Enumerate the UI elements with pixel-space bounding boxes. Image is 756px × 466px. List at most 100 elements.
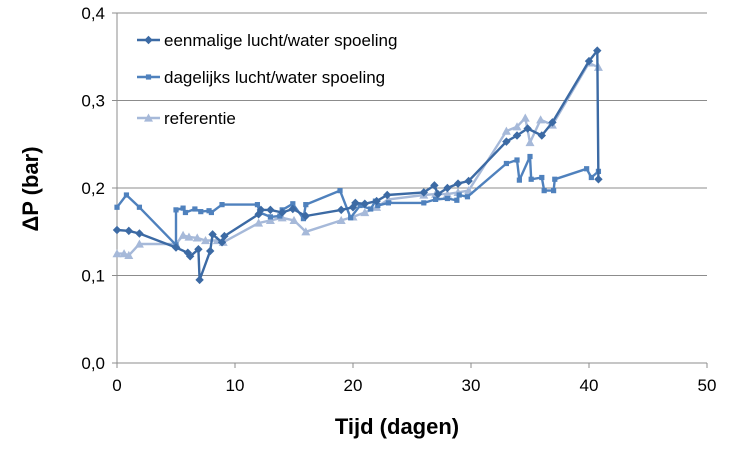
data-point [357, 202, 363, 209]
data-point [421, 200, 427, 206]
data-point [265, 215, 275, 224]
legend-marker [144, 35, 153, 45]
data-point [453, 179, 463, 188]
y-axis-title: ΔP (bar) [18, 146, 43, 231]
data-point [254, 202, 261, 208]
data-point [337, 205, 346, 215]
data-point [180, 205, 186, 211]
x-axis-title: Tijd (dagen) [335, 414, 459, 439]
data-point [220, 231, 229, 241]
data-point [301, 211, 310, 221]
data-point [351, 198, 360, 208]
data-point [433, 196, 439, 202]
x-tick-label: 40 [580, 376, 599, 395]
data-point [433, 189, 443, 199]
data-point [123, 192, 130, 198]
data-point [217, 238, 227, 247]
data-point [300, 216, 307, 222]
data-point [290, 201, 296, 207]
data-point [456, 192, 462, 198]
legend-label: dagelijks lucht/water spoeling [164, 68, 385, 87]
data-point [512, 131, 522, 140]
data-point [368, 206, 374, 212]
data-point [528, 176, 534, 182]
data-point [419, 188, 428, 197]
data-point [516, 177, 522, 183]
data-point [383, 190, 392, 200]
data-point [348, 215, 354, 221]
data-point [303, 202, 309, 208]
data-point [337, 188, 343, 194]
data-point [192, 206, 198, 212]
series-diamond [112, 46, 603, 285]
legend-marker [145, 74, 152, 80]
y-tick-label: 0,3 [81, 92, 105, 111]
data-point [464, 176, 473, 186]
series-square [114, 153, 602, 248]
data-point [208, 230, 217, 239]
data-point [443, 183, 452, 193]
data-point [266, 205, 275, 215]
legend: eenmalige lucht/water spoeling dagelijks … [137, 31, 397, 128]
data-point [541, 188, 547, 194]
data-point [593, 46, 602, 55]
data-point [206, 246, 215, 256]
gridlines [117, 12, 707, 276]
data-point [336, 215, 346, 224]
data-point [119, 249, 129, 258]
y-tick-label: 0,1 [81, 267, 105, 286]
data-point [502, 137, 511, 146]
data-point [288, 204, 298, 214]
data-point [301, 227, 311, 236]
data-point [503, 160, 509, 167]
data-point [184, 232, 194, 241]
data-point [256, 205, 266, 215]
y-tick-label: 0,4 [81, 4, 105, 23]
data-point [525, 138, 535, 147]
data-point [594, 175, 603, 184]
data-point [584, 56, 594, 66]
x-tick-label: 50 [698, 376, 717, 395]
data-point [192, 233, 202, 242]
data-point [254, 218, 264, 227]
data-point [584, 166, 590, 172]
y-tick-label: 0,2 [81, 179, 105, 198]
data-point [173, 207, 179, 213]
x-tick-label: 0 [112, 376, 121, 395]
data-point [539, 174, 545, 181]
x-tick-label: 30 [462, 376, 481, 395]
data-point [136, 204, 143, 210]
data-point [289, 215, 299, 224]
data-point [348, 203, 358, 212]
data-point [278, 208, 287, 217]
legend-marker [144, 113, 153, 122]
data-point [444, 195, 450, 202]
data-point [277, 213, 283, 219]
data-point [527, 153, 533, 160]
tick-labels: 0,0 0,1 0,2 0,3 0,4 0 10 20 30 40 50 [81, 4, 716, 395]
data-point [454, 197, 460, 203]
legend-label: referentie [164, 109, 236, 128]
data-point [112, 225, 122, 235]
data-point [442, 189, 452, 198]
data-point [178, 230, 188, 239]
data-point [124, 250, 134, 259]
data-point [551, 188, 557, 194]
data-point [548, 118, 557, 127]
data-point [588, 174, 594, 181]
data-point [208, 209, 214, 216]
data-point [375, 202, 381, 209]
data-point [520, 113, 530, 122]
data-point [360, 208, 370, 217]
data-point [112, 249, 122, 258]
data-point [464, 194, 471, 200]
data-point [523, 124, 532, 133]
data-point [360, 199, 369, 208]
data-point [501, 126, 511, 135]
data-point [430, 181, 439, 190]
data-point [182, 209, 189, 216]
data-point [194, 245, 203, 254]
axes [112, 12, 708, 368]
data-point [134, 239, 144, 248]
